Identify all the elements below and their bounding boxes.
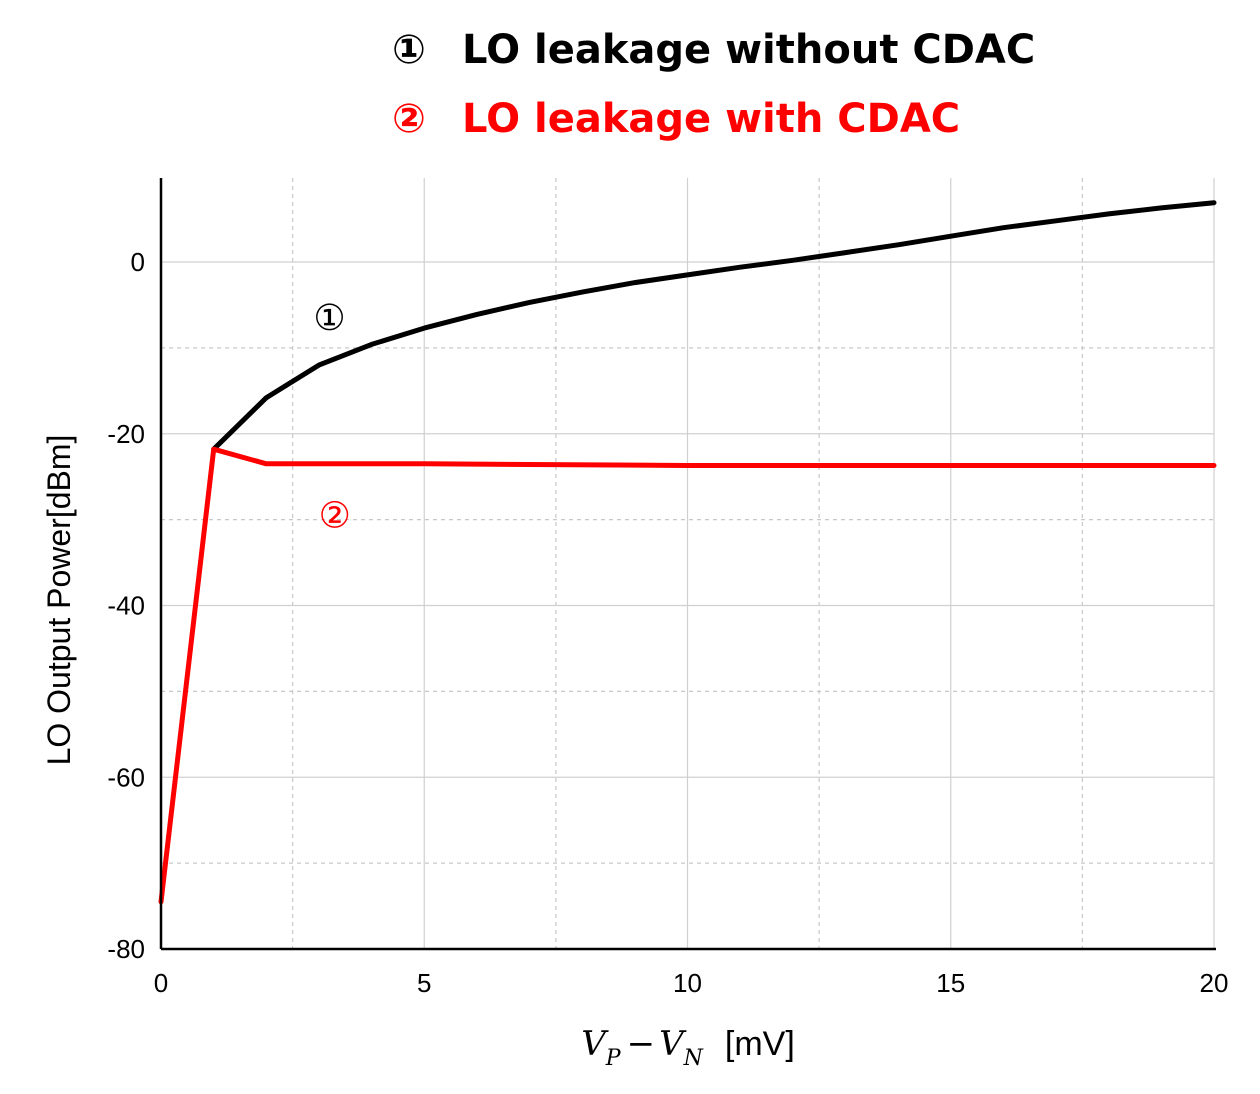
y-tick-label: -20	[107, 419, 145, 449]
x-tick-label: 5	[417, 968, 431, 998]
x-axis-title-unit: [mV]	[725, 1025, 795, 1063]
x-axis-title-v2: V	[659, 1024, 687, 1064]
x-axis-title-minus: −	[627, 1024, 656, 1064]
y-tick-label: -40	[107, 591, 145, 621]
x-tick-label: 10	[673, 968, 702, 998]
legend-marker-2: ②	[392, 96, 426, 142]
series-layer	[158, 200, 1217, 905]
series-line-1	[211, 200, 1217, 452]
legend: ① LO leakage without CDAC ② LO leakage w…	[392, 27, 1035, 142]
x-tick-label: 15	[936, 968, 965, 998]
annotations: ①②	[313, 298, 351, 537]
y-tick-label: -60	[107, 762, 145, 792]
legend-label-2: LO leakage with CDAC	[462, 96, 960, 142]
series-annotation-1: ①	[313, 298, 345, 339]
legend-label-1: LO leakage without CDAC	[462, 27, 1035, 73]
y-tick-label: 0	[131, 247, 145, 277]
series-line-2	[158, 446, 1217, 905]
y-axis-title: LO Output Power[dBm]	[41, 435, 77, 766]
x-tick-label: 0	[154, 968, 168, 998]
y-tick-label: -80	[107, 934, 145, 964]
tick-labels: 0 5 10 15 20 -80 -60 -40 -20 0	[107, 247, 1228, 998]
svg-text:VP−VN[mV]: VP − VN [mV]	[581, 1024, 795, 1071]
series-annotation-2: ②	[319, 495, 351, 536]
x-axis-title: VP − VN [mV]	[581, 1024, 795, 1071]
x-axis-title-sub2: N	[683, 1046, 704, 1071]
grid	[161, 178, 1215, 949]
x-axis-title-v1: V	[581, 1024, 609, 1064]
axes	[159, 178, 1216, 951]
x-axis-title-sub1: P	[605, 1046, 622, 1071]
x-tick-label: 20	[1200, 968, 1229, 998]
legend-marker-1: ①	[392, 27, 426, 73]
